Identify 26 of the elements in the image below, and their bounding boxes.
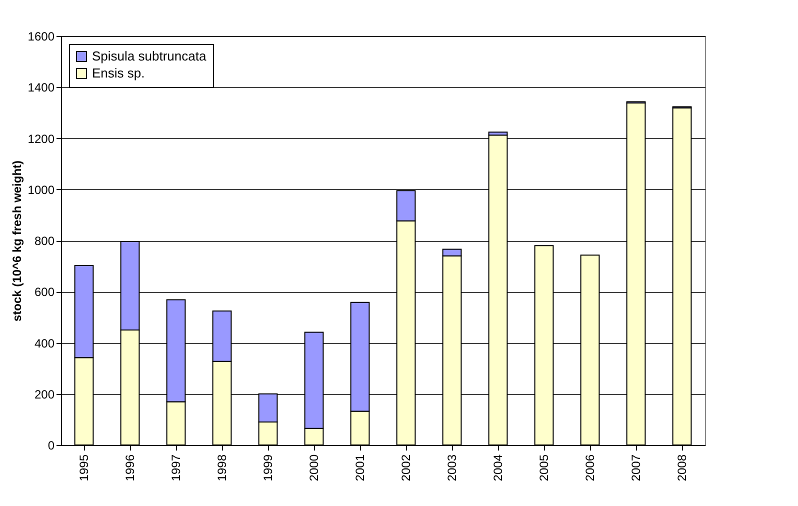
- x-tick-label: 2001: [353, 454, 367, 482]
- y-tick-label: 1000: [28, 182, 55, 197]
- y-tick-label: 600: [34, 285, 55, 300]
- x-tick-label: 2004: [491, 454, 505, 482]
- x-tick-label: 1998: [215, 454, 229, 482]
- y-tick-label: 200: [34, 387, 55, 402]
- x-tick-label: 2000: [307, 454, 321, 482]
- x-tick-label: 2006: [583, 454, 597, 482]
- x-tick-label: 1996: [123, 454, 137, 482]
- legend-label: Spisula subtruncata: [92, 48, 207, 64]
- x-tick-label: 2005: [537, 454, 551, 482]
- x-tick-label: 1995: [77, 454, 91, 482]
- y-tick-label: 1600: [28, 30, 55, 44]
- y-tick-label: 400: [34, 336, 55, 350]
- y-tick-label: 0: [48, 438, 55, 452]
- x-tick-label: 2008: [675, 454, 689, 482]
- x-tick-label: 1999: [261, 454, 275, 482]
- x-tick-label: 1997: [169, 454, 183, 482]
- y-axis-title: stock (10^6 kg fresh weight): [10, 160, 24, 322]
- y-tick-label: 1200: [28, 132, 55, 146]
- x-tick-label: 2002: [399, 454, 413, 482]
- x-tick-label: 2007: [629, 454, 643, 482]
- legend-label: Ensis sp.: [92, 66, 145, 80]
- x-tick-label: 2003: [445, 454, 459, 482]
- y-tick-label: 1400: [28, 80, 55, 95]
- y-tick-label: 800: [34, 234, 55, 248]
